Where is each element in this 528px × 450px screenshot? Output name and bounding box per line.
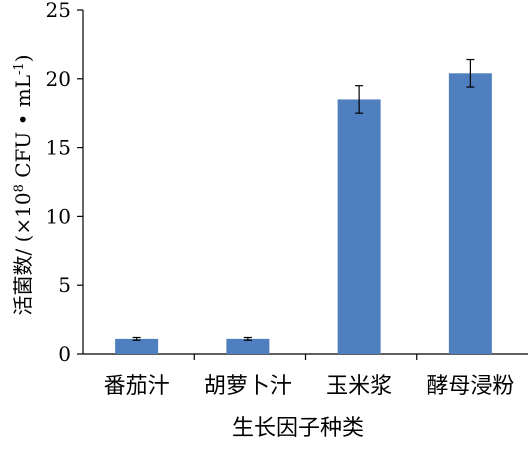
y-axis-title-prefix: 活菌数/ (×10 — [11, 192, 35, 315]
y-tick-label-0: 0 — [58, 342, 71, 366]
y-axis-title-suffix: ) — [11, 54, 35, 62]
plot-area: 0 5 10 15 20 25 番茄汁 胡萝卜汁 玉米浆 酵母浸粉 — [46, 0, 528, 399]
y-tick-label-5: 25 — [46, 0, 71, 22]
bar-3 — [448, 73, 492, 355]
y-axis-title-exp2: -1 — [12, 62, 27, 75]
x-tick-label-3: 酵母浸粉 — [426, 374, 514, 399]
bar-2 — [337, 99, 381, 354]
x-tick-label-2: 玉米浆 — [326, 374, 392, 399]
y-axis-title-group: 活菌数/ (×108 CFU • mL-1) — [11, 54, 35, 315]
bar-1 — [226, 338, 270, 354]
y-tick-label-4: 20 — [46, 67, 71, 91]
y-axis-title-middle: CFU • mL — [11, 75, 35, 184]
x-tick-label-1: 胡萝卜汁 — [204, 374, 292, 399]
bar-0 — [115, 338, 159, 354]
y-tick-label-3: 15 — [46, 136, 71, 160]
y-axis-title: 活菌数/ (×108 CFU • mL-1) — [11, 54, 35, 315]
y-tick-label-1: 5 — [58, 273, 71, 297]
y-tick-label-2: 10 — [46, 204, 71, 228]
x-tick-label-0: 番茄汁 — [104, 374, 170, 399]
y-axis-title-exp1: 8 — [12, 184, 27, 192]
x-axis-title: 生长因子种类 — [232, 416, 364, 441]
